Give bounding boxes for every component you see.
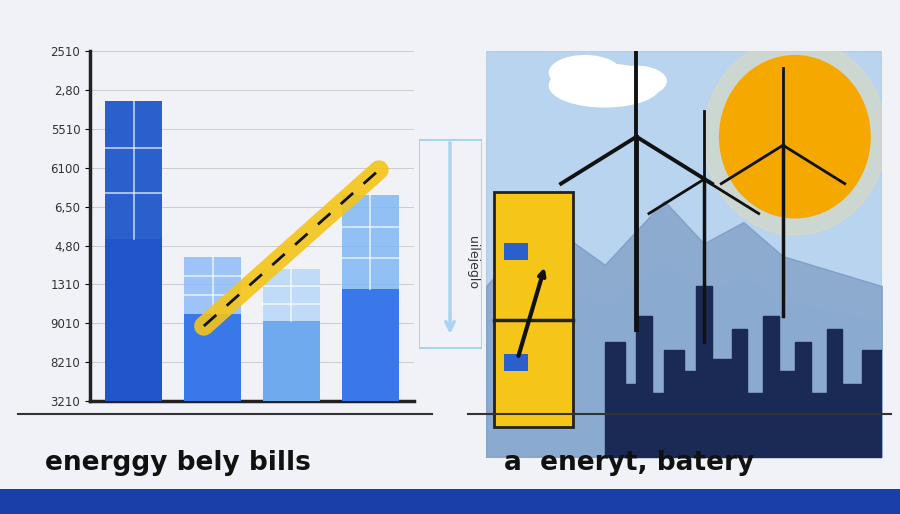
Ellipse shape bbox=[549, 64, 661, 107]
Bar bbox=[105, 238, 162, 401]
Circle shape bbox=[720, 56, 870, 218]
Bar bbox=[105, 101, 162, 238]
Bar bbox=[263, 321, 320, 401]
Bar bbox=[342, 288, 399, 401]
Bar bbox=[184, 314, 241, 401]
Text: a  eneryt, batery: a eneryt, batery bbox=[504, 450, 754, 475]
Bar bbox=[504, 354, 527, 371]
Bar bbox=[184, 258, 241, 314]
Polygon shape bbox=[605, 286, 882, 456]
Bar bbox=[263, 269, 320, 321]
Ellipse shape bbox=[607, 66, 666, 96]
Ellipse shape bbox=[549, 56, 621, 90]
Bar bbox=[494, 192, 573, 427]
Circle shape bbox=[704, 39, 886, 235]
Text: energgy bely bills: energgy bely bills bbox=[45, 450, 310, 475]
Text: uilejeglo: uilejeglo bbox=[465, 236, 479, 289]
Bar bbox=[342, 195, 399, 288]
Bar bbox=[504, 244, 527, 261]
